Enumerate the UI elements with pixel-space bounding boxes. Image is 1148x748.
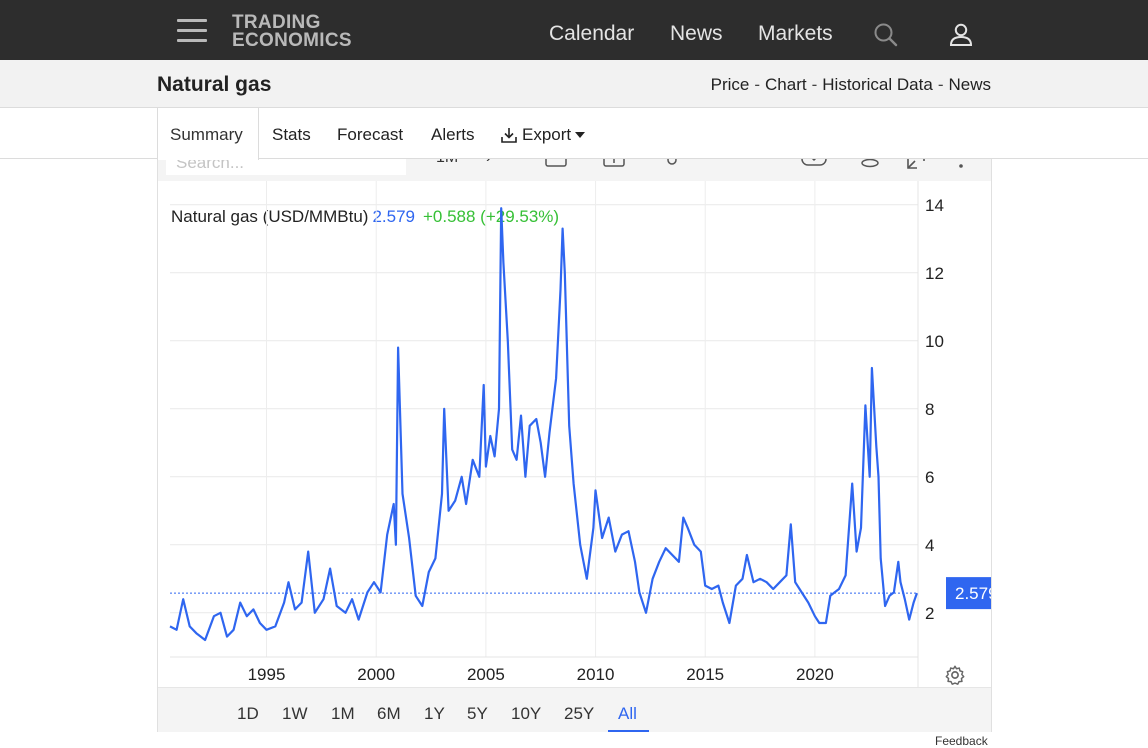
legend-change: +0.588 (+29.53%) [422,207,560,226]
gear-icon[interactable] [944,664,966,686]
chart-panel: 1M › Natural gas (USD/MMBtu)2.579+0.588 … [157,159,992,732]
search-icon[interactable] [873,22,899,48]
tab-summary[interactable]: Summary [157,108,259,160]
crumb-price[interactable]: Price [710,75,750,94]
tab-stats[interactable]: Stats [272,125,311,144]
y-tick-label: 8 [925,400,934,419]
crumb-chart[interactable]: Chart [765,75,807,94]
database-icon[interactable] [860,159,880,169]
page-title: Natural gas [157,73,272,96]
crumb-separator: - [754,75,761,94]
price-chart[interactable]: 2 4 6 8 10 12 14 1995 2000 2005 2010 2015 2020 2.579 [158,181,991,687]
download-icon [501,128,517,143]
crumb-separator: - [811,75,818,94]
user-icon[interactable] [948,22,974,48]
chevron-down-icon [575,132,586,138]
tab-forecast[interactable]: Forecast [337,125,404,144]
range-25y[interactable]: 25Y [564,704,595,723]
range-1m[interactable]: 1M [331,704,355,723]
range-5y[interactable]: 5Y [467,704,488,723]
x-tick-label: 2000 [357,665,395,684]
download-chart-icon[interactable] [800,159,828,169]
x-tick-label: 2005 [467,665,505,684]
range-1d[interactable]: 1D [237,704,259,723]
breadcrumb: Price - Chart - Historical Data - News [711,75,991,95]
interval-select[interactable]: 1M [436,159,458,167]
fullscreen-icon[interactable] [905,159,927,171]
y-tick-label: 12 [925,264,944,283]
tab-export[interactable]: Export [500,125,586,145]
active-range-indicator [608,730,649,732]
range-1w[interactable]: 1W [282,704,308,723]
y-tick-label: 10 [925,332,944,351]
range-1y[interactable]: 1Y [424,704,445,723]
export-label: Export [522,125,572,144]
tab-alerts[interactable]: Alerts [431,125,475,144]
y-tick-label: 14 [925,196,944,215]
feedback-link[interactable]: Feedback [935,734,988,748]
x-tick-label: 2020 [796,665,834,684]
x-tick-label: 1995 [248,665,286,684]
last-price-label: 2.579 [955,584,991,603]
tabs-bar: Summary Stats Forecast Alerts Export [0,108,1148,160]
chart-toolbar: 1M › [158,159,991,181]
range-10y[interactable]: 10Y [511,704,542,723]
logo-line1: TRADING [232,12,321,33]
crumb-separator: - [937,75,944,94]
range-selector: 1D 1W 1M 6M 1Y 5Y 10Y 25Y All [158,687,991,732]
range-all[interactable]: All [618,704,637,723]
crumb-news[interactable]: News [948,75,991,94]
nav-calendar[interactable]: Calendar [549,22,635,45]
y-tick-label: 4 [925,536,934,555]
nav-news[interactable]: News [670,22,723,45]
more-icon[interactable] [956,159,966,171]
logo[interactable]: TRADING ECONOMICS [232,12,382,52]
price-series-line [169,207,918,642]
x-tick-label: 2015 [686,665,724,684]
chart-search-input[interactable] [166,159,406,175]
y-tick-label: 2 [925,604,934,623]
chevron-right-icon[interactable]: › [486,159,491,167]
y-tick-label: 6 [925,468,934,487]
chart-type-icon[interactable] [544,159,568,169]
indicator-icon[interactable] [662,159,682,169]
legend-name: Natural gas (USD/MMBtu) [171,207,369,226]
crumb-historical-data[interactable]: Historical Data [822,75,933,94]
title-bar: Natural gas Price - Chart - Historical Data -… [0,60,1148,108]
last-price-tag [946,577,991,610]
logo-line2: ECONOMICS [232,30,352,51]
nav-markets[interactable]: Markets [758,22,833,45]
menu-icon[interactable] [177,19,207,43]
compare-icon[interactable] [602,159,626,169]
legend-price: 2.579 [372,207,415,226]
x-tick-label: 2010 [577,665,615,684]
range-6m[interactable]: 6M [377,704,401,723]
top-nav: TRADING ECONOMICS Calendar News Markets [0,0,1148,60]
chart-legend: Natural gas (USD/MMBtu) 2.579 +0.588 (+29.… [171,207,559,227]
